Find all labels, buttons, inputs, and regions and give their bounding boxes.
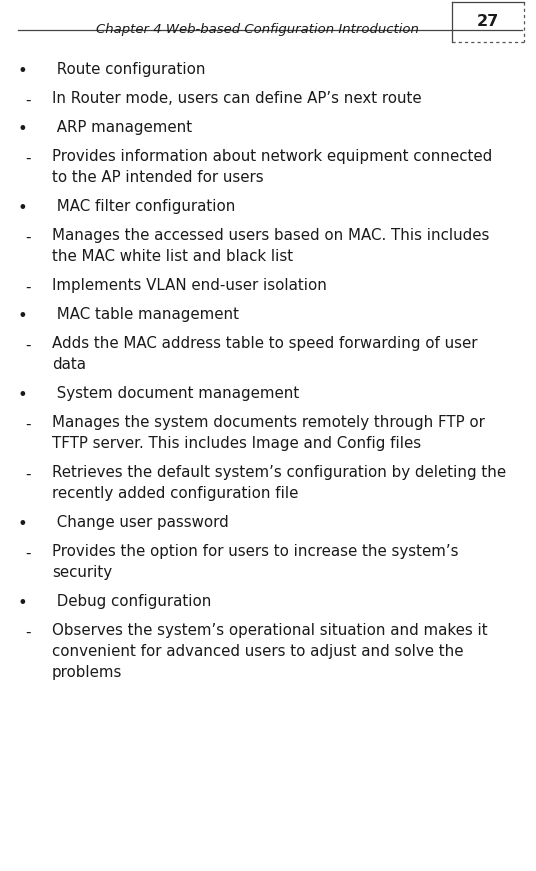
Text: problems: problems (52, 665, 122, 680)
Text: -: - (25, 93, 31, 108)
Text: Retrieves the default system’s configuration by deleting the: Retrieves the default system’s configura… (52, 465, 506, 480)
Text: Manages the accessed users based on MAC. This includes: Manages the accessed users based on MAC.… (52, 228, 489, 243)
Text: MAC filter configuration: MAC filter configuration (52, 199, 235, 214)
Text: System document management: System document management (52, 386, 299, 401)
Text: ARP management: ARP management (52, 120, 192, 135)
Text: convenient for advanced users to adjust and solve the: convenient for advanced users to adjust … (52, 644, 464, 659)
Text: Change user password: Change user password (52, 515, 229, 530)
Text: security: security (52, 565, 112, 580)
Text: -: - (25, 546, 31, 561)
Text: TFTP server. This includes Image and Config files: TFTP server. This includes Image and Con… (52, 436, 421, 451)
Text: Observes the system’s operational situation and makes it: Observes the system’s operational situat… (52, 623, 488, 638)
Text: •: • (17, 122, 27, 137)
Text: -: - (25, 417, 31, 432)
Text: •: • (17, 596, 27, 611)
Text: -: - (25, 625, 31, 640)
Text: Route configuration: Route configuration (52, 62, 205, 77)
Text: •: • (17, 201, 27, 216)
Text: Manages the system documents remotely through FTP or: Manages the system documents remotely th… (52, 415, 485, 430)
Text: MAC table management: MAC table management (52, 307, 239, 322)
Text: •: • (17, 517, 27, 532)
Text: Debug configuration: Debug configuration (52, 594, 211, 609)
Text: •: • (17, 64, 27, 79)
Text: -: - (25, 467, 31, 482)
Text: Provides the option for users to increase the system’s: Provides the option for users to increas… (52, 544, 458, 559)
Text: -: - (25, 230, 31, 245)
Text: -: - (25, 338, 31, 353)
Text: 27: 27 (477, 15, 499, 30)
Text: Adds the MAC address table to speed forwarding of user: Adds the MAC address table to speed forw… (52, 336, 478, 351)
Text: Provides information about network equipment connected: Provides information about network equip… (52, 149, 492, 164)
Text: the MAC white list and black list: the MAC white list and black list (52, 249, 293, 264)
Text: •: • (17, 309, 27, 324)
Text: -: - (25, 151, 31, 166)
Text: data: data (52, 357, 86, 372)
Text: Chapter 4 Web-based Configuration Introduction: Chapter 4 Web-based Configuration Introd… (96, 24, 419, 37)
Text: to the AP intended for users: to the AP intended for users (52, 170, 264, 185)
Text: •: • (17, 388, 27, 403)
Text: In Router mode, users can define AP’s next route: In Router mode, users can define AP’s ne… (52, 91, 422, 106)
Text: recently added configuration file: recently added configuration file (52, 486, 299, 501)
Text: Implements VLAN end-user isolation: Implements VLAN end-user isolation (52, 278, 327, 293)
Text: -: - (25, 280, 31, 295)
